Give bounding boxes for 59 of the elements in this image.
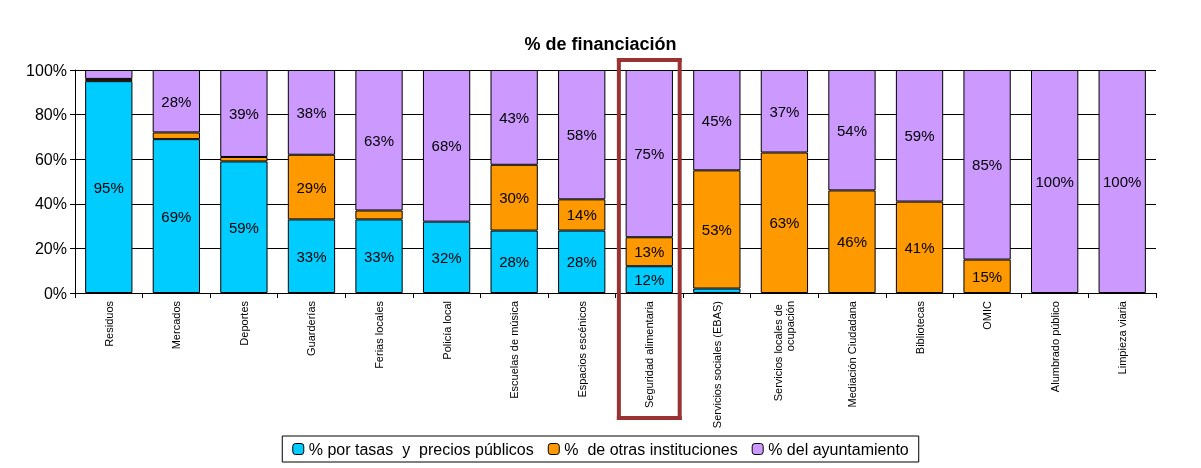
data-label: 29% <box>296 178 327 196</box>
data-label: 39% <box>228 104 259 122</box>
data-label: 13% <box>634 243 665 261</box>
x-tick-label: Policía local <box>440 301 453 360</box>
legend-label: % del ayuntamiento <box>768 440 909 458</box>
data-label: 58% <box>566 126 597 144</box>
data-label: 28% <box>161 92 192 110</box>
data-label: 69% <box>161 207 192 225</box>
data-label: 33% <box>296 247 327 265</box>
data-label: 100% <box>1035 173 1074 190</box>
x-tick-label: Bibliotecas <box>913 300 926 355</box>
y-tick-label: 40% <box>34 195 67 213</box>
x-tick-label: Servicios sociales (EBAS) <box>710 301 723 429</box>
x-tick-label: Residuos <box>102 300 115 347</box>
legend-label: % por tasas y precios públicos <box>308 440 534 458</box>
x-tick-label: Alumbrado público <box>1048 301 1061 393</box>
data-label: 54% <box>836 121 867 139</box>
data-label: 85% <box>972 156 1003 174</box>
data-label: 12% <box>634 271 665 289</box>
x-tick-label: Seguridad alimentaria <box>643 300 656 409</box>
x-tick-label: OMIC <box>981 300 994 330</box>
y-tick-label: 60% <box>34 150 67 168</box>
x-tick-label: Mediación Ciudadana <box>845 300 858 408</box>
data-label: 95% <box>93 178 124 196</box>
data-label: 68% <box>431 137 462 155</box>
data-label: 15% <box>972 267 1003 285</box>
data-label: 59% <box>228 218 259 236</box>
data-label: 100% <box>1103 173 1142 190</box>
chart-title: % de financiación <box>524 34 677 54</box>
data-label: 53% <box>701 220 732 238</box>
data-label: 37% <box>769 102 800 120</box>
x-tick-label: Escuelas de música <box>508 300 521 399</box>
data-label: 45% <box>701 111 732 129</box>
data-label: 14% <box>566 206 597 224</box>
data-label: 30% <box>499 189 530 207</box>
data-label: 38% <box>296 103 327 121</box>
y-tick-label: 20% <box>34 239 67 257</box>
y-tick-label: 0% <box>43 284 67 302</box>
y-tick-label: 100% <box>26 61 67 79</box>
legend-label: % de otras instituciones <box>564 440 738 458</box>
data-label: 63% <box>769 214 800 232</box>
x-tick-label: Espacios escénicos <box>575 300 588 398</box>
data-label: 46% <box>836 233 867 251</box>
data-label: 43% <box>499 108 530 126</box>
data-label: 28% <box>499 253 530 271</box>
data-label: 59% <box>904 127 935 145</box>
x-tick-label: Limpieza viaria <box>1116 300 1129 375</box>
x-tick-label: Mercados <box>170 300 183 350</box>
data-label: 75% <box>634 145 665 163</box>
x-tick-label: Guarderías <box>305 300 318 357</box>
x-tick-label: Ferias locales <box>373 300 386 369</box>
data-label: 63% <box>364 131 395 149</box>
x-tick-label: Deportes <box>237 300 250 346</box>
data-label: 41% <box>904 238 935 256</box>
data-label: 28% <box>566 253 597 271</box>
y-tick-label: 80% <box>34 106 67 124</box>
data-label: 32% <box>431 248 462 266</box>
x-tick-label: Servicios locales de ocupación <box>772 301 797 402</box>
data-label: 33% <box>364 247 395 265</box>
